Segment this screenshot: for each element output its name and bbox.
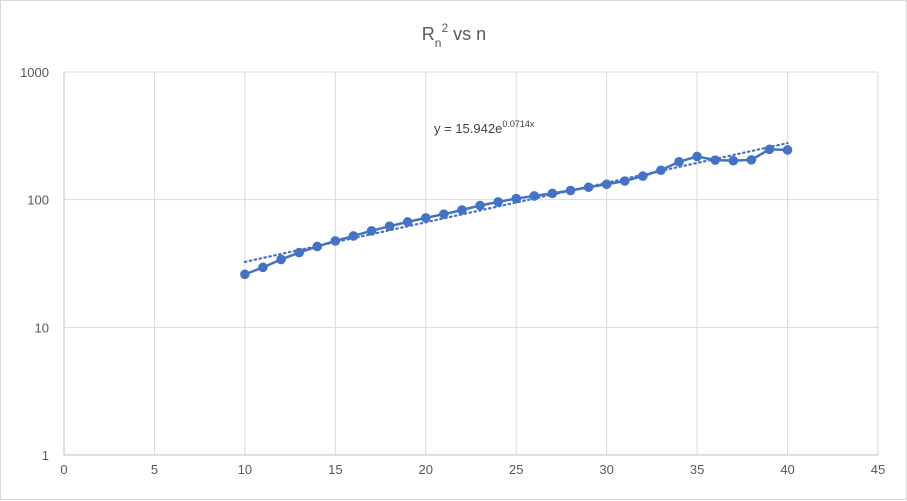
x-tick-label: 5: [151, 462, 158, 477]
data-point: [258, 262, 268, 273]
x-axis-ticks: 0 5 10 15 20 25 30 35 40 45: [60, 462, 885, 477]
data-point: [366, 226, 377, 236]
data-point: [565, 185, 576, 196]
series-layer: [240, 144, 793, 280]
x-tick-label: 10: [238, 462, 252, 477]
y-tick-label: 10: [35, 320, 49, 335]
data-point: [475, 200, 485, 211]
data-point: [728, 155, 739, 166]
title-superscript: 2: [441, 21, 448, 35]
data-point: [330, 236, 341, 246]
data-point: [457, 205, 467, 215]
x-tick-label: 15: [328, 462, 342, 477]
x-tick-label: 45: [871, 462, 885, 477]
y-axis-ticks: 1 10 100 1000: [20, 65, 49, 463]
chart-title: Rn2 vs n: [422, 21, 486, 50]
data-point: [710, 155, 720, 165]
data-point: [511, 193, 522, 204]
data-point: [547, 188, 558, 199]
data-point: [439, 209, 449, 219]
y-tick-label: 100: [27, 193, 49, 208]
y-tick-label: 1000: [20, 65, 49, 80]
title-rest: vs n: [448, 24, 486, 44]
x-tick-label: 25: [509, 462, 523, 477]
data-point: [638, 171, 648, 181]
data-point: [656, 165, 666, 176]
data-point: [348, 231, 359, 241]
data-point: [240, 269, 250, 280]
data-point: [529, 191, 540, 201]
y-tick-label: 1: [42, 448, 49, 463]
data-point: [601, 179, 612, 190]
data-point: [764, 144, 775, 155]
trendline-equation: y = 15.942e0.0714x: [434, 119, 535, 136]
x-tick-label: 0: [60, 462, 67, 477]
x-tick-label: 30: [599, 462, 613, 477]
data-point: [782, 145, 793, 155]
data-point: [312, 241, 323, 252]
data-point: [294, 247, 304, 258]
trendline-equation-base: y = 15.942e: [434, 121, 502, 136]
x-tick-label: 35: [690, 462, 704, 477]
x-tick-label: 40: [780, 462, 794, 477]
title-subscript: n: [435, 36, 442, 50]
data-point: [276, 254, 286, 265]
data-point: [619, 176, 630, 186]
title-main: R: [422, 24, 435, 44]
data-point: [402, 217, 413, 227]
data-point: [384, 221, 395, 231]
data-point: [493, 197, 503, 207]
data-point: [746, 155, 757, 165]
data-point: [692, 151, 702, 162]
trendline-equation-exponent: 0.0714x: [502, 119, 535, 129]
x-tick-label: 20: [419, 462, 433, 477]
data-point: [674, 156, 684, 167]
data-point: [420, 213, 431, 223]
grid: [63, 71, 879, 456]
data-point: [583, 182, 594, 193]
